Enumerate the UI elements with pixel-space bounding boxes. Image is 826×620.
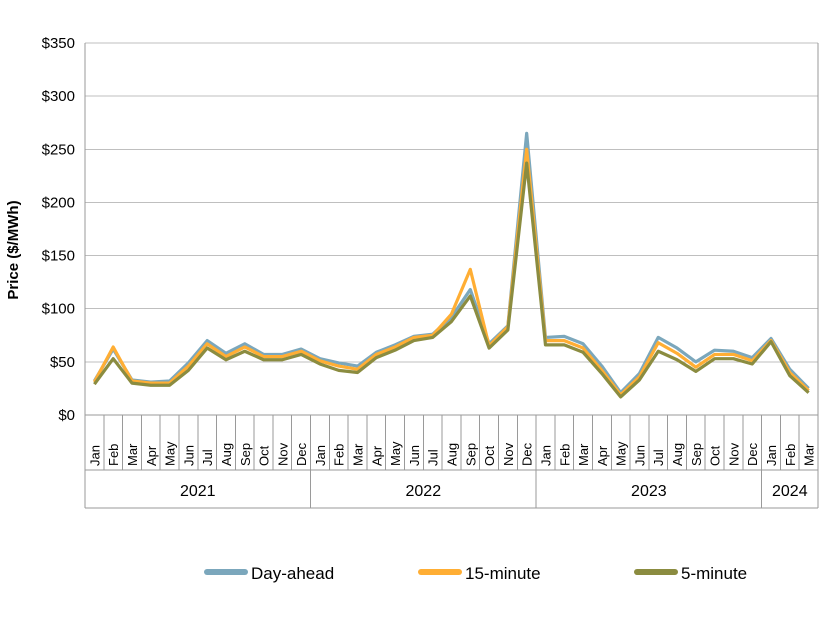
y-axis-tick-label: $350 <box>42 35 75 52</box>
x-axis-month-label: Mar <box>802 443 817 466</box>
x-axis-month-label: May <box>163 441 178 466</box>
y-axis-tick-labels: $0 $50 $100 $150 $200 $250 $300 $350 <box>42 35 75 424</box>
x-axis-month-label: Dec <box>745 442 760 466</box>
x-axis-year-label: 2023 <box>631 483 667 500</box>
series-line-15-minute <box>92 147 810 397</box>
x-axis-month-label: Aug <box>670 443 685 466</box>
y-axis-title-text: Price ($/MWh) <box>5 200 22 299</box>
x-axis-month-label: Aug <box>445 443 460 466</box>
x-axis-month-label: Jun <box>181 445 196 466</box>
x-axis-month-label: Nov <box>501 442 516 466</box>
x-axis-month-label: Jan <box>538 445 553 466</box>
y-axis-title: Price ($/MWh) <box>5 200 22 299</box>
x-axis-month-label: May <box>388 441 403 466</box>
x-axis-month-label: Mar <box>576 443 591 466</box>
x-axis-month-label: Jul <box>426 449 441 466</box>
x-axis-month-label: Mar <box>351 443 366 466</box>
x-axis-month-label: Jan <box>313 445 328 466</box>
x-axis-month-label: Feb <box>783 444 798 466</box>
legend-label: Day-ahead <box>251 564 334 583</box>
x-axis-month-label: Jun <box>407 445 422 466</box>
x-axis-month-labels: Jan Feb Mar Apr May Jun Jul Aug Sep Oct Nov Dec Jan F… <box>87 441 816 466</box>
x-axis-year-label: 2021 <box>180 483 216 500</box>
x-axis-month-label: Aug <box>219 443 234 466</box>
series-line-day-ahead <box>93 131 810 395</box>
x-axis-month-label: Apr <box>144 445 159 466</box>
x-axis-month-label: Jan <box>764 445 779 466</box>
legend-label: 5-minute <box>681 564 747 583</box>
x-axis-year-label: 2022 <box>406 483 442 500</box>
y-axis-tick-label: $0 <box>58 407 75 424</box>
x-axis-month-label: Nov <box>726 442 741 466</box>
x-axis-month-label: Apr <box>595 445 610 466</box>
legend-label: 15-minute <box>465 564 541 583</box>
x-axis-year-labels: 2021 2022 2023 2024 <box>84 470 819 508</box>
y-axis-tick-label: $50 <box>50 354 75 371</box>
x-axis-month-label: Nov <box>275 442 290 466</box>
y-axis-tick-label: $250 <box>42 141 75 158</box>
x-axis-month-label: Sep <box>463 443 478 466</box>
x-axis-month-label: Apr <box>369 445 384 466</box>
x-axis-month-label: Dec <box>520 442 535 466</box>
x-axis-month-label: Jul <box>651 449 666 466</box>
x-axis-month-label: May <box>614 441 629 466</box>
x-axis-month-label: Sep <box>238 443 253 466</box>
y-axis-tick-label: $300 <box>42 88 75 105</box>
gridlines <box>84 42 819 416</box>
x-axis-month-label: Jan <box>87 445 102 466</box>
series-line-5-minute <box>93 161 810 399</box>
x-axis-month-label: Feb <box>106 444 121 466</box>
series-lines <box>92 131 810 399</box>
x-axis-month-label: Feb <box>557 444 572 466</box>
x-axis-month-label: Dec <box>294 442 309 466</box>
y-axis-tick-label: $100 <box>42 301 75 318</box>
x-axis <box>84 414 819 509</box>
x-axis-year-label: 2024 <box>772 483 808 500</box>
x-axis-month-label: Jul <box>200 449 215 466</box>
x-axis-month-label: Mar <box>125 443 140 466</box>
y-axis-tick-label: $200 <box>42 194 75 211</box>
chart-legend: Day-ahead 15-minute 5-minute <box>204 564 747 583</box>
x-axis-month-label: Oct <box>257 445 272 466</box>
x-axis-month-label: Feb <box>332 444 347 466</box>
y-axis-tick-label: $150 <box>42 248 75 265</box>
x-axis-month-label: Oct <box>482 445 497 466</box>
x-axis-month-label: Oct <box>708 445 723 466</box>
x-axis-month-label: Sep <box>689 443 704 466</box>
x-axis-month-label: Jun <box>632 445 647 466</box>
